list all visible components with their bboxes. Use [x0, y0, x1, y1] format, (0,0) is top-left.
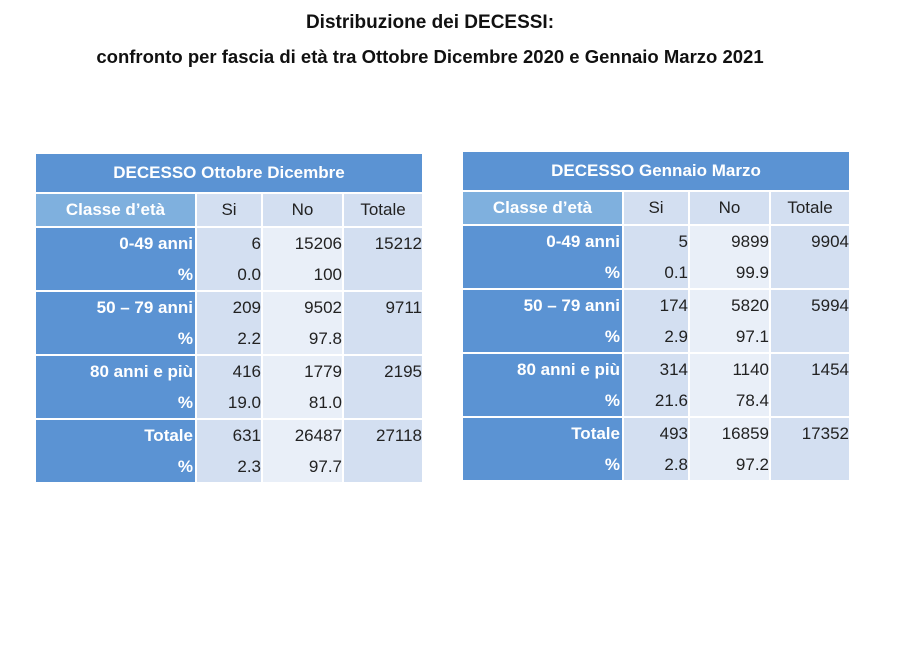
- row-label: Totale: [463, 418, 622, 449]
- cell-pct-si: 19.0: [195, 387, 261, 418]
- row-group-80-plus: 80 anni e più 314 1140 1454 % 21.6 78.4: [463, 352, 849, 416]
- cell-pct-empty: [342, 259, 422, 290]
- row-group-50-79: 50 – 79 anni 209 9502 9711 % 2.2 97.8: [36, 290, 422, 354]
- cell-pct-si: 0.0: [195, 259, 261, 290]
- cell-totale: 9711: [342, 292, 422, 323]
- row-label: 50 – 79 anni: [463, 290, 622, 321]
- table-gennaio-marzo: DECESSO Gennaio Marzo Classe d’età Si No…: [463, 152, 849, 480]
- cell-pct-no: 97.7: [261, 451, 342, 482]
- pct-label: %: [36, 451, 195, 482]
- cell-pct-empty: [342, 323, 422, 354]
- cell-no: 16859: [688, 418, 769, 449]
- pct-label: %: [36, 323, 195, 354]
- cell-pct-no: 97.1: [688, 321, 769, 352]
- row-group-totale: Totale 631 26487 27118 % 2.3 97.7: [36, 418, 422, 482]
- cell-pct-si: 2.2: [195, 323, 261, 354]
- cell-pct-si: 21.6: [622, 385, 688, 416]
- cell-no: 26487: [261, 420, 342, 451]
- pct-label: %: [463, 321, 622, 352]
- cell-pct-no: 97.8: [261, 323, 342, 354]
- cell-si: 174: [622, 290, 688, 321]
- row-label: 50 – 79 anni: [36, 292, 195, 323]
- cell-totale: 27118: [342, 420, 422, 451]
- table-header: DECESSO Ottobre Dicembre: [36, 154, 422, 194]
- row-group-totale: Totale 493 16859 17352 % 2.8 97.2: [463, 416, 849, 480]
- cell-si: 493: [622, 418, 688, 449]
- cell-pct-si: 2.9: [622, 321, 688, 352]
- cell-no: 1140: [688, 354, 769, 385]
- row-group-0-49: 0-49 anni 5 9899 9904 % 0.1 99.9: [463, 224, 849, 288]
- column-header-totale: Totale: [769, 192, 849, 224]
- cell-si: 416: [195, 356, 261, 387]
- column-headers: Classe d’età Si No Totale: [36, 194, 422, 226]
- cell-si: 314: [622, 354, 688, 385]
- pct-label: %: [463, 385, 622, 416]
- cell-no: 5820: [688, 290, 769, 321]
- cell-pct-no: 99.9: [688, 257, 769, 288]
- column-header-si: Si: [622, 192, 688, 224]
- cell-no: 15206: [261, 228, 342, 259]
- cell-no: 9899: [688, 226, 769, 257]
- cell-totale: 15212: [342, 228, 422, 259]
- cell-si: 631: [195, 420, 261, 451]
- cell-pct-no: 97.2: [688, 449, 769, 480]
- row-label: 80 anni e più: [36, 356, 195, 387]
- cell-pct-si: 0.1: [622, 257, 688, 288]
- cell-pct-empty: [769, 321, 849, 352]
- row-label: 0-49 anni: [36, 228, 195, 259]
- cell-pct-si: 2.3: [195, 451, 261, 482]
- cell-totale: 9904: [769, 226, 849, 257]
- row-group-0-49: 0-49 anni 6 15206 15212 % 0.0 100: [36, 226, 422, 290]
- cell-totale: 1454: [769, 354, 849, 385]
- row-label: 0-49 anni: [463, 226, 622, 257]
- column-header-si: Si: [195, 194, 261, 226]
- column-header-classe: Classe d’età: [36, 194, 195, 226]
- column-header-no: No: [261, 194, 342, 226]
- slide-title: Distribuzione dei DECESSI:: [305, 12, 555, 33]
- row-label: Totale: [36, 420, 195, 451]
- row-group-80-plus: 80 anni e più 416 1779 2195 % 19.0 81.0: [36, 354, 422, 418]
- row-group-50-79: 50 – 79 anni 174 5820 5994 % 2.9 97.1: [463, 288, 849, 352]
- pct-label: %: [463, 449, 622, 480]
- column-header-no: No: [688, 192, 769, 224]
- cell-si: 6: [195, 228, 261, 259]
- column-header-classe: Classe d’età: [463, 192, 622, 224]
- row-label: 80 anni e più: [463, 354, 622, 385]
- cell-si: 209: [195, 292, 261, 323]
- slide-subtitle: confronto per fascia di età tra Ottobre …: [96, 46, 764, 67]
- cell-totale: 17352: [769, 418, 849, 449]
- cell-pct-empty: [342, 387, 422, 418]
- cell-pct-empty: [769, 257, 849, 288]
- cell-totale: 5994: [769, 290, 849, 321]
- cell-pct-empty: [769, 385, 849, 416]
- cell-no: 9502: [261, 292, 342, 323]
- column-header-totale: Totale: [342, 194, 422, 226]
- cell-pct-no: 81.0: [261, 387, 342, 418]
- cell-pct-no: 78.4: [688, 385, 769, 416]
- cell-totale: 2195: [342, 356, 422, 387]
- pct-label: %: [36, 259, 195, 290]
- table-ottobre-dicembre: DECESSO Ottobre Dicembre Classe d’età Si…: [36, 154, 422, 482]
- table-header: DECESSO Gennaio Marzo: [463, 152, 849, 192]
- cell-pct-no: 100: [261, 259, 342, 290]
- column-headers: Classe d’età Si No Totale: [463, 192, 849, 224]
- cell-pct-empty: [342, 451, 422, 482]
- cell-no: 1779: [261, 356, 342, 387]
- pct-label: %: [36, 387, 195, 418]
- pct-label: %: [463, 257, 622, 288]
- cell-si: 5: [622, 226, 688, 257]
- cell-pct-empty: [769, 449, 849, 480]
- cell-pct-si: 2.8: [622, 449, 688, 480]
